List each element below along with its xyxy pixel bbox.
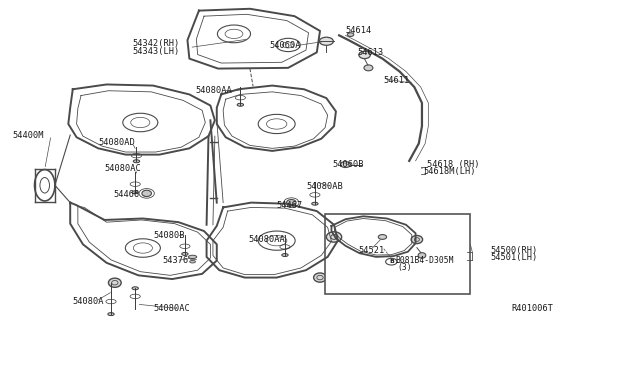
Ellipse shape bbox=[348, 33, 354, 36]
Ellipse shape bbox=[132, 191, 138, 194]
Ellipse shape bbox=[282, 254, 288, 257]
Ellipse shape bbox=[312, 202, 318, 205]
Text: 54080AC: 54080AC bbox=[153, 304, 190, 313]
Ellipse shape bbox=[411, 235, 422, 244]
Text: 54501(LH): 54501(LH) bbox=[491, 253, 538, 263]
Ellipse shape bbox=[314, 273, 326, 282]
Text: 54618M(LH): 54618M(LH) bbox=[424, 167, 476, 176]
Text: 54342(RH): 54342(RH) bbox=[132, 39, 179, 48]
Text: 54466: 54466 bbox=[113, 190, 139, 199]
Text: 54611: 54611 bbox=[384, 76, 410, 85]
Ellipse shape bbox=[108, 312, 114, 315]
Ellipse shape bbox=[189, 260, 195, 263]
Ellipse shape bbox=[133, 160, 140, 163]
Text: 54080AC: 54080AC bbox=[104, 164, 141, 173]
Text: 54376: 54376 bbox=[162, 256, 188, 265]
Text: 54080AD: 54080AD bbox=[99, 138, 135, 147]
Bar bbox=[325, 214, 470, 294]
Ellipse shape bbox=[340, 161, 351, 167]
Text: 54080AA: 54080AA bbox=[248, 235, 285, 244]
Text: 54500(RH): 54500(RH) bbox=[491, 246, 538, 255]
Text: 54614: 54614 bbox=[346, 26, 372, 35]
Ellipse shape bbox=[359, 51, 371, 59]
Text: 54080AA: 54080AA bbox=[196, 86, 232, 95]
Text: 54080AB: 54080AB bbox=[306, 182, 343, 191]
Ellipse shape bbox=[132, 287, 138, 290]
Text: 54521: 54521 bbox=[358, 246, 385, 255]
Text: 54080A: 54080A bbox=[73, 297, 104, 306]
Ellipse shape bbox=[108, 278, 121, 287]
Ellipse shape bbox=[378, 235, 387, 239]
Text: B081B4-D305M: B081B4-D305M bbox=[395, 256, 454, 265]
Text: 54467: 54467 bbox=[276, 201, 303, 210]
Ellipse shape bbox=[319, 37, 333, 45]
Text: 54343(LH): 54343(LH) bbox=[132, 47, 179, 56]
Text: 54613: 54613 bbox=[357, 48, 383, 57]
Text: 54060A: 54060A bbox=[269, 41, 301, 50]
Ellipse shape bbox=[364, 65, 373, 71]
Text: 54618 (RH): 54618 (RH) bbox=[427, 160, 479, 169]
Ellipse shape bbox=[418, 253, 426, 258]
Text: 54060B: 54060B bbox=[333, 160, 364, 169]
Text: (3): (3) bbox=[397, 263, 412, 272]
Text: 54400M: 54400M bbox=[13, 131, 44, 140]
Ellipse shape bbox=[142, 190, 152, 196]
Ellipse shape bbox=[188, 255, 196, 259]
Ellipse shape bbox=[182, 253, 188, 256]
Ellipse shape bbox=[287, 199, 296, 206]
Text: R401006T: R401006T bbox=[511, 304, 553, 313]
Text: B: B bbox=[389, 259, 394, 264]
Ellipse shape bbox=[326, 232, 342, 242]
Ellipse shape bbox=[237, 103, 244, 106]
Text: 54080B: 54080B bbox=[153, 231, 184, 240]
